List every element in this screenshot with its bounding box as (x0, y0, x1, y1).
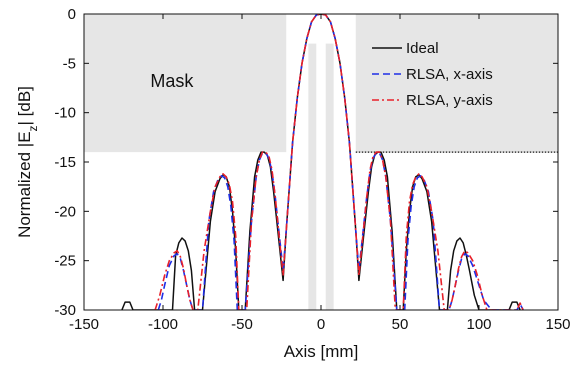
mask-region-center-left (308, 43, 317, 310)
y-tick-label: -5 (63, 55, 76, 72)
legend-label-ideal: Ideal (406, 40, 439, 57)
x-tick-label: 0 (317, 316, 325, 333)
mask-region-left (84, 14, 287, 153)
x-tick-label: 50 (392, 316, 409, 333)
ticks-layer: -150 -100 -50 0 50 100 150 0 -5 -10 -15 -20 -25 -30 (54, 6, 570, 333)
legend-label-y-axis: RLSA, y-axis (406, 92, 493, 109)
x-tick-label: 100 (466, 316, 491, 333)
y-axis-title: Normalized |Ez| [dB] (15, 86, 40, 238)
y-axis-title-suffix: | [dB] (15, 86, 34, 125)
y-tick-label: -20 (54, 203, 76, 220)
mask-region-right (355, 14, 558, 153)
y-tick-label: -25 (54, 253, 76, 270)
legend: Ideal RLSA, x-axis RLSA, y-axis (372, 40, 493, 109)
y-axis-title-subscript: z (26, 125, 40, 131)
x-tick-label: -100 (148, 316, 178, 333)
mask-label: Mask (150, 71, 194, 91)
series-layer (121, 14, 524, 310)
y-tick-label: 0 (68, 6, 76, 23)
legend-label-x-axis: RLSA, x-axis (406, 66, 493, 83)
y-tick-label: -15 (54, 154, 76, 171)
x-tick-label: -50 (231, 316, 253, 333)
series-line-y-axis (154, 14, 524, 310)
mask-region-center-right (325, 43, 334, 310)
x-axis-title: Axis [mm] (284, 342, 359, 361)
mask-regions (84, 14, 558, 310)
y-tick-label: -30 (54, 302, 76, 319)
x-tick-label: -150 (69, 316, 99, 333)
y-tick-label: -10 (54, 105, 76, 122)
y-axis-title-main: Normalized |E (15, 131, 34, 237)
x-tick-label: 150 (545, 316, 570, 333)
